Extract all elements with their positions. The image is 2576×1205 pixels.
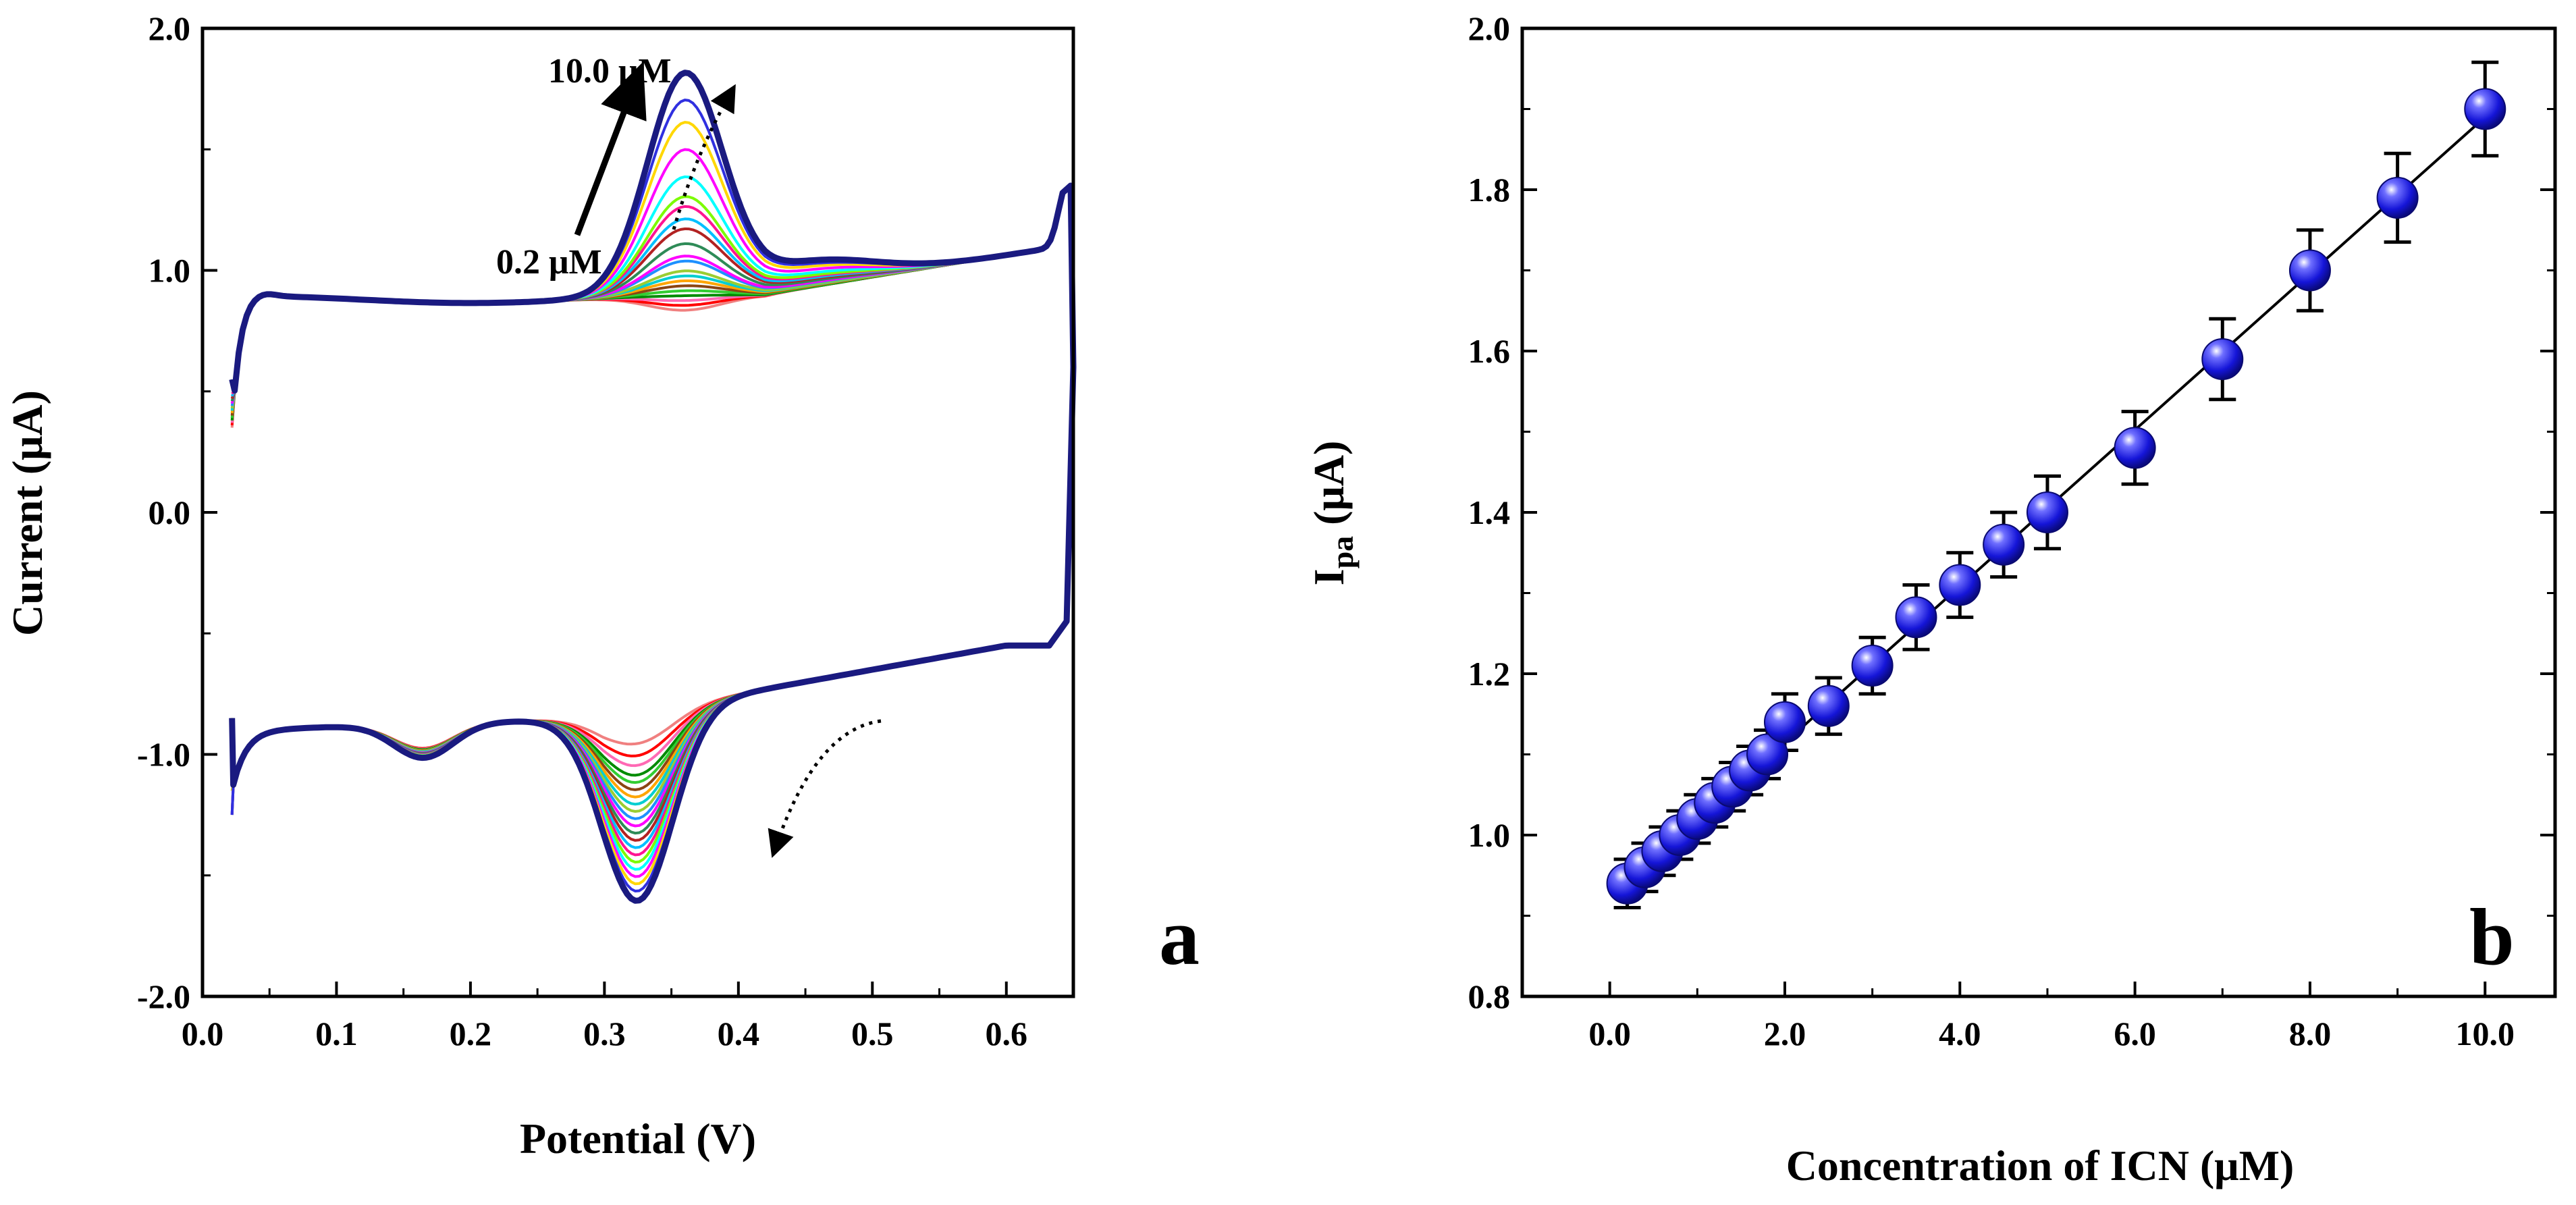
panel-a-anodic-trend-arrow [672,84,736,230]
panel-b-xtick-label: 10.0 [2456,1015,2515,1052]
panel-a-ticks [201,27,1075,998]
panel-a-xtick-label: 0.2 [450,1015,492,1052]
panel-b-y-axis-subscript: pa [1325,536,1360,569]
cv-curve-1.4uM [230,184,1075,799]
panel-b-x-axis-label: Concentration of ICN (μM) [1786,1142,2295,1189]
data-point [1746,733,1789,776]
panel-a-y-axis-label: Current (μA) [3,390,51,636]
panel-a-x-axis-label: Potential (V) [520,1115,756,1162]
panel-b-xtick-label: 8.0 [2289,1015,2332,1052]
panel-a-label: a [1159,892,1200,982]
data-point [1895,596,1937,639]
cv-curve-0.2uM [230,184,1075,786]
panel-b-ytick-label: 1.8 [1468,171,1511,209]
panel-b-ytick-label: 1.0 [1468,816,1511,854]
panel-a-ytick-label: 2.0 [149,9,191,47]
panel-b-xtick-label: 6.0 [2114,1015,2156,1052]
panel-b-y-axis-label: Ipa (μA) [1305,441,1360,586]
data-point [2464,88,2506,130]
panel-a-ytick-label: 0.0 [149,493,191,531]
panel-b-points [1606,88,2506,905]
panel-a-xtick-label: 0.6 [986,1015,1028,1052]
panel-a-ytick-label: 1.0 [149,252,191,290]
panel-b-ytick-label: 1.2 [1468,655,1511,693]
panel-a-ytick-label: -1.0 [137,736,190,774]
panel-a-xtick-label: 0.5 [851,1015,894,1052]
panel-b-ticks [1521,27,2555,998]
cv-curve-1.2uM [230,184,1075,791]
panel-b-ytick-label: 0.8 [1468,978,1511,1015]
panel-a-increase-arrow [574,61,647,236]
panel-a-xtick-label: 0.0 [182,1015,224,1052]
data-point [2288,249,2331,292]
panel-b-ytick-label: 2.0 [1468,9,1511,47]
panel-a-axes-frame [200,26,1075,998]
panel-a-chart: 0.0 0.1 0.2 0.3 0.4 0.5 0.6 -2.0 -1.0 0.… [3,9,1200,1162]
data-point [1763,701,1806,743]
data-point [1939,564,1981,606]
data-point [2026,491,2068,533]
panel-b-ytick-label: 1.4 [1468,493,1511,531]
panel-a-ytick-label: -2.0 [137,978,190,1015]
panel-a-annotation-low: 0.2 μM [496,243,602,282]
panel-b-label: b [2469,892,2515,982]
cv-curve-0.4uM [230,184,1075,786]
data-point [2376,176,2419,219]
data-point [2114,427,2156,469]
panel-a-curves [229,70,1077,904]
panel-b-xtick-label: 4.0 [1939,1015,1981,1052]
panel-a-xtick-label: 0.1 [315,1015,358,1052]
panel-a-xtick-label: 0.4 [718,1015,760,1052]
panel-b-xtick-label: 0.0 [1588,1015,1631,1052]
panel-a-annotation-high: 10.0 μM [548,52,672,90]
data-point [2201,338,2244,380]
cv-curve-0.6uM [230,184,1075,786]
data-point [1851,645,1894,687]
data-point [1807,685,1850,727]
panel-b-ytick-label: 1.6 [1468,332,1511,370]
cv-curve-1.8uM [230,184,1075,813]
panel-b-chart: 0.0 2.0 4.0 6.0 8.0 10.0 0.8 1.0 1.2 1.4… [1305,9,2557,1189]
data-point [1983,523,2025,566]
cv-curve-10uM [229,70,1077,904]
panel-b-xtick-label: 2.0 [1764,1015,1806,1052]
cv-curve-0.8uM [230,184,1075,791]
panel-b-y-axis-main: I [1305,568,1353,585]
panel-b-y-axis-unit: (μA) [1305,441,1353,536]
panel-a-cathodic-trend-arrow [768,719,882,858]
panel-a-xtick-label: 0.3 [583,1015,626,1052]
